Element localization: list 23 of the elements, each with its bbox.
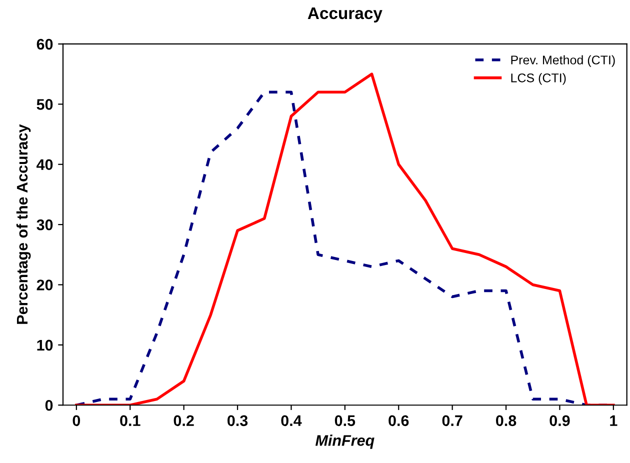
y-tick-label: 40 [36, 159, 53, 170]
y-tick-label: 20 [36, 280, 53, 290]
legend-label: Prev. Method (CTI) [511, 55, 615, 67]
x-tick-label: 0.7 [442, 415, 462, 426]
y-tick-label: 30 [36, 219, 53, 230]
y-tick-label: 0 [45, 400, 53, 411]
x-axis-title: MinFreq [315, 434, 374, 449]
x-tick-label: 1 [610, 415, 618, 426]
chart-title: Accuracy [308, 8, 382, 22]
x-tick-label: 0.9 [550, 415, 570, 426]
x-tick-label: 0 [72, 415, 80, 426]
y-tick-label: 50 [36, 99, 53, 110]
y-tick-label: 10 [37, 340, 53, 351]
x-tick-label: 0.2 [174, 415, 194, 426]
x-tick-label: 0.8 [496, 415, 516, 426]
x-tick-label: 0.5 [334, 415, 356, 426]
x-tick-label: 0.1 [120, 415, 140, 426]
y-axis-title: Percentage of the Accuracy [16, 124, 31, 324]
x-tick-label: 0.3 [228, 415, 248, 426]
x-tick-label: 0.4 [281, 415, 302, 426]
x-tick-label: 0.6 [388, 415, 409, 426]
legend-label: LCS (CTI) [511, 73, 566, 85]
y-tick-label: 60 [36, 38, 53, 50]
